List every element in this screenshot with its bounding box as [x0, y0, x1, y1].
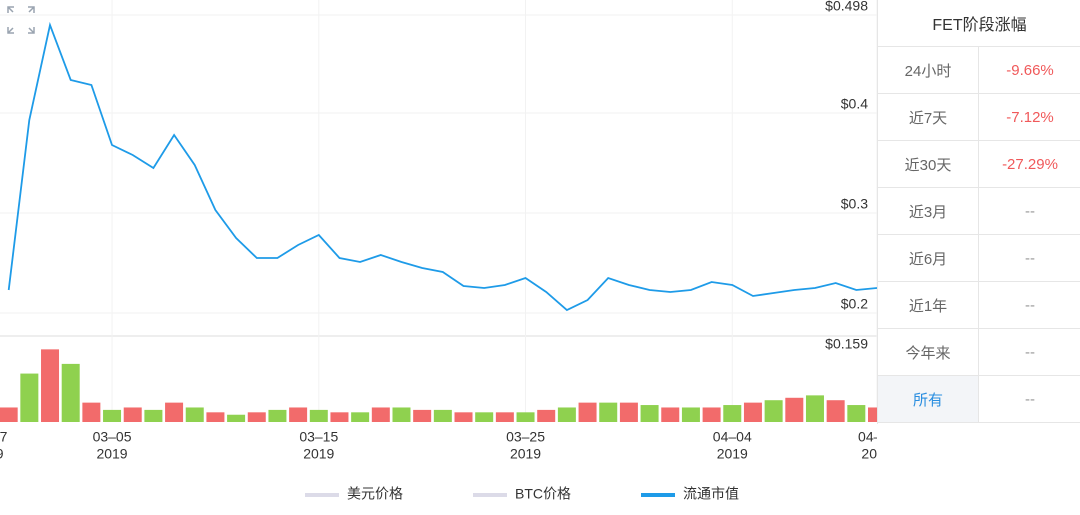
volume-bar [20, 373, 39, 422]
expand-icon[interactable] [7, 6, 35, 34]
x-tick-year: 2019 [861, 446, 877, 462]
volume-bar [268, 409, 287, 422]
volume-bar [144, 409, 163, 422]
volume-bar [351, 412, 370, 422]
period-change: -- [979, 376, 1080, 423]
volume-bar [743, 402, 762, 422]
y-tick-label: $0.2 [841, 296, 868, 312]
volume-bar [516, 412, 535, 422]
period-change: -- [979, 282, 1080, 329]
x-tick-year: 2019 [0, 446, 4, 462]
x-tick-year: 2019 [96, 446, 127, 462]
legend-label: 流通市值 [683, 486, 739, 502]
x-tick-label: 03–25 [506, 429, 545, 445]
volume-bar [723, 405, 742, 422]
period-label[interactable]: 所有 [878, 376, 979, 423]
period-change: -27.29% [979, 141, 1080, 188]
period-change: -9.66% [979, 47, 1080, 94]
volume-bar [702, 407, 721, 422]
volume-bar [0, 407, 18, 422]
volume-bar [454, 412, 473, 422]
volume-bar [847, 405, 866, 422]
volume-bar [661, 407, 680, 422]
volume-bar [495, 412, 514, 422]
volume-bar [805, 395, 824, 422]
x-tick-year: 2019 [303, 446, 334, 462]
y-tick-label: $0.159 [825, 336, 868, 352]
volume-bar [41, 349, 60, 422]
chart: $0.2$0.3$0.4$0.49802–27201903–05201903–1… [0, 0, 877, 502]
legend-label: BTC价格 [515, 486, 571, 502]
period-change: -7.12% [979, 94, 1080, 141]
volume-bar [165, 402, 184, 422]
volume-bar [123, 407, 142, 422]
volume-bar [289, 407, 308, 422]
period-label: 近7天 [878, 94, 979, 141]
volume-bar [785, 397, 804, 422]
x-tick-label: 02–27 [0, 429, 8, 445]
volume-bar [392, 407, 411, 422]
volume-bar [868, 407, 877, 422]
x-tick-year: 2019 [717, 446, 748, 462]
x-tick-label: 03–05 [93, 429, 132, 445]
period-change: -- [979, 188, 1080, 235]
volume-bar [206, 412, 225, 422]
volume-bar [103, 409, 122, 422]
volume-bar [619, 402, 638, 422]
x-tick-label: 04–04 [713, 429, 752, 445]
period-label: 近6月 [878, 235, 979, 282]
x-tick-label: 04–11 [858, 429, 877, 445]
volume-bar [309, 409, 328, 422]
volume-bar [537, 409, 556, 422]
legend-label: 美元价格 [347, 486, 403, 502]
volume-bar [764, 400, 783, 422]
price-line [7, 21, 877, 312]
x-tick-year: 2019 [510, 446, 541, 462]
period-change: -- [979, 235, 1080, 282]
volume-bar [433, 409, 452, 422]
volume-bar [475, 412, 494, 422]
period-change: -- [979, 329, 1080, 376]
period-label: 今年来 [878, 329, 979, 376]
y-tick-label: $0.4 [841, 96, 868, 112]
period-label: 近1年 [878, 282, 979, 329]
volume-bar [61, 363, 80, 422]
volume-bar [640, 405, 659, 422]
volume-bar [557, 407, 576, 422]
volume-bar [227, 414, 246, 422]
volume-bar [413, 409, 432, 422]
y-tick-label: $0.498 [825, 0, 868, 14]
stats-table: FET阶段涨幅 24小时 -9.66% 近7天 -7.12% 近30天 -27.29% 近3月… [877, 0, 1080, 424]
period-label: 近3月 [878, 188, 979, 235]
x-tick-label: 03–15 [299, 429, 338, 445]
y-tick-label: $0.3 [841, 196, 868, 212]
period-label: 近30天 [878, 141, 979, 188]
volume-bar [578, 402, 597, 422]
volume-bar [247, 412, 266, 422]
volume-bar [82, 402, 101, 422]
volume-bar [826, 400, 845, 422]
volume-bar [681, 407, 700, 422]
table-title: FET阶段涨幅 [878, 0, 1080, 47]
volume-bar [330, 412, 349, 422]
volume-bar [599, 402, 618, 422]
volume-bar [185, 407, 204, 422]
volume-bar [371, 407, 390, 422]
period-label: 24小时 [878, 47, 979, 94]
